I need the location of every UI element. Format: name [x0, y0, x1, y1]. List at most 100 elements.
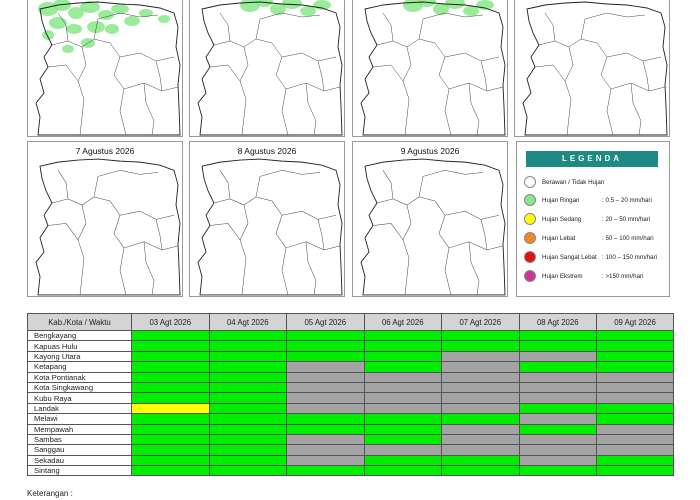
region-name: Landak — [27, 402, 132, 415]
legend-swatch — [524, 232, 536, 244]
forecast-cell — [518, 350, 597, 363]
light-rain-area — [105, 24, 119, 34]
forecast-cell — [131, 454, 210, 467]
regency-boundary — [596, 42, 614, 136]
regency-boundary — [239, 46, 249, 136]
date-header: 06 Agt 2026 — [363, 313, 442, 331]
regency-boundary — [109, 42, 127, 136]
regency-boundary — [544, 12, 556, 42]
forecast-cell — [131, 329, 210, 342]
forecast-cell — [518, 381, 597, 394]
light-rain-area — [139, 9, 153, 17]
forecast-cell — [286, 350, 365, 363]
forecast-cell — [518, 371, 597, 383]
regency-boundary — [93, 12, 159, 40]
regency-boundary — [468, 82, 480, 136]
forecast-cell — [596, 433, 674, 446]
regency-boundary — [155, 60, 163, 92]
region-name: Kubu Raya — [27, 392, 132, 404]
regency-boundary — [448, 241, 504, 251]
forecast-cell — [596, 444, 674, 456]
light-rain-area — [66, 24, 82, 34]
regency-boundary — [606, 52, 662, 62]
forecast-cell — [596, 340, 674, 352]
regency-boundary — [47, 223, 79, 240]
regency-boundary — [271, 200, 289, 295]
regency-boundary — [57, 12, 69, 42]
forecast-cell — [518, 433, 597, 446]
regency-boundary — [213, 196, 273, 206]
region-name: Kapuas Hulu — [27, 340, 132, 352]
light-rain-area — [124, 16, 140, 26]
forecast-cell — [518, 423, 597, 435]
regency-boundary — [372, 223, 404, 240]
table-row: Kota Singkawang — [27, 381, 674, 394]
regency-boundary — [255, 12, 321, 40]
forecast-cell — [518, 413, 597, 425]
legend-item-range: : 50 – 100 mm/hari — [602, 235, 654, 242]
table-row: Bengkayang — [27, 329, 674, 342]
map-date-title: 8 Agustus 2026 — [237, 146, 297, 156]
table-row: Kota Pontianak — [27, 371, 674, 383]
regency-boundary — [119, 52, 175, 62]
forecast-cell — [286, 381, 365, 394]
forecast-cell — [596, 465, 674, 477]
forecast-cell — [208, 371, 287, 383]
forecast-cell — [131, 381, 210, 394]
forecast-cell — [131, 340, 210, 352]
regency-boundary — [538, 38, 598, 48]
forecast-cell — [441, 433, 520, 446]
map-panel-6: 8 Agustus 2026 — [189, 141, 345, 297]
forecast-cell — [441, 329, 520, 342]
regency-boundary — [448, 82, 504, 92]
light-rain-area — [98, 10, 114, 20]
regency-boundary — [434, 42, 452, 136]
light-rain-area — [463, 6, 479, 16]
forecast-cell — [363, 423, 442, 435]
regency-boundary — [305, 241, 317, 295]
region-name: Sanggau — [27, 444, 132, 456]
map-panel-4 — [514, 0, 670, 137]
regency-boundary — [143, 82, 155, 136]
forecast-cell — [363, 371, 442, 383]
regency-boundary — [534, 64, 566, 82]
regency-boundary — [382, 170, 394, 199]
forecast-cell — [208, 444, 287, 456]
date-header: 08 Agt 2026 — [518, 313, 597, 331]
forecast-cell — [596, 392, 674, 404]
date-header: 07 Agt 2026 — [441, 313, 520, 331]
table-row: Kayong Utara — [27, 350, 674, 363]
forecast-cell — [441, 413, 520, 425]
forecast-cell — [286, 340, 365, 352]
province-outline — [35, 1, 181, 136]
regency-boundary — [143, 241, 155, 295]
forecast-cell — [518, 329, 597, 342]
forecast-cell — [596, 454, 674, 467]
light-rain-area — [476, 0, 494, 10]
forecast-cell — [286, 454, 365, 467]
legend-item-range: : 20 – 50 mm/hari — [602, 216, 651, 223]
regency-boundary — [123, 241, 179, 251]
region-name: Kota Pontianak — [27, 371, 132, 383]
light-rain-area — [433, 3, 449, 15]
forecast-cell — [596, 423, 674, 435]
forecast-cell — [286, 465, 365, 477]
regency-boundary — [376, 38, 436, 48]
regency-boundary — [317, 219, 325, 251]
regency-boundary — [402, 46, 412, 136]
regency-boundary — [209, 223, 241, 240]
forecast-cell — [596, 402, 674, 415]
table-row: Sambas — [27, 433, 674, 446]
regency-boundary — [213, 38, 273, 48]
forecast-cell — [286, 413, 365, 425]
forecast-cell — [363, 465, 442, 477]
forecast-cell — [363, 350, 442, 363]
forecast-cell — [131, 423, 210, 435]
forecast-cell — [441, 392, 520, 404]
legend-panel: LEGENDA Berawan / Tidak Hujan Hujan Ring… — [516, 141, 670, 297]
forecast-cell — [596, 361, 674, 373]
table-row: Sintang — [27, 465, 674, 477]
light-rain-area — [42, 30, 54, 40]
forecast-cell — [208, 381, 287, 394]
forecast-cell — [518, 454, 597, 467]
